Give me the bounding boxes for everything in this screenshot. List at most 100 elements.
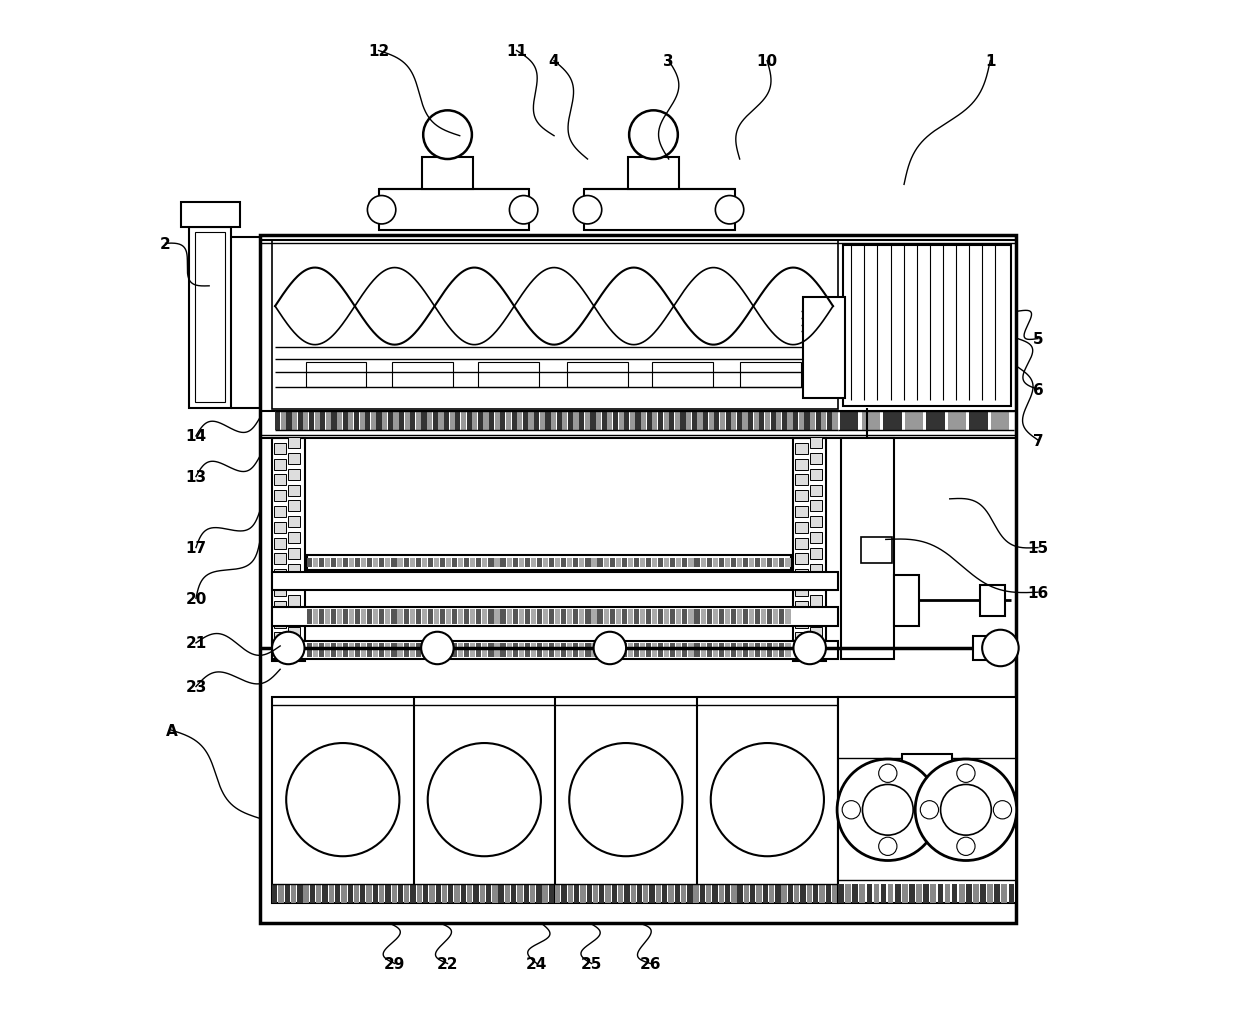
Bar bbox=[260, 235, 1016, 923]
Bar bbox=[440, 609, 445, 624]
Bar bbox=[573, 643, 578, 657]
Bar bbox=[371, 412, 376, 430]
Bar bbox=[781, 884, 787, 903]
Bar bbox=[670, 609, 676, 624]
Bar bbox=[482, 558, 487, 568]
Bar bbox=[807, 884, 812, 903]
Bar bbox=[611, 884, 618, 903]
Bar bbox=[584, 191, 734, 230]
Bar bbox=[810, 501, 822, 512]
Bar bbox=[382, 412, 387, 430]
Circle shape bbox=[510, 197, 538, 225]
Bar bbox=[585, 643, 590, 657]
Bar bbox=[274, 633, 286, 644]
Bar bbox=[755, 558, 760, 568]
Bar bbox=[749, 609, 754, 624]
Bar bbox=[542, 884, 548, 903]
Bar bbox=[901, 754, 952, 820]
Circle shape bbox=[957, 764, 975, 783]
Bar bbox=[770, 412, 776, 430]
Bar bbox=[272, 607, 838, 626]
Bar bbox=[810, 580, 822, 591]
Bar bbox=[775, 884, 780, 903]
Bar bbox=[433, 412, 438, 430]
Bar bbox=[386, 609, 391, 624]
Bar bbox=[719, 643, 724, 657]
Bar bbox=[627, 558, 632, 568]
Bar bbox=[926, 412, 945, 430]
Bar bbox=[361, 558, 366, 568]
Bar bbox=[298, 412, 303, 430]
Bar bbox=[388, 412, 393, 430]
Bar bbox=[585, 609, 590, 624]
Circle shape bbox=[941, 785, 991, 836]
Bar bbox=[272, 240, 838, 410]
Bar bbox=[694, 643, 699, 657]
Bar bbox=[291, 884, 296, 903]
Bar bbox=[640, 643, 645, 657]
Bar bbox=[440, 558, 445, 568]
Bar bbox=[549, 643, 554, 657]
Bar bbox=[285, 884, 290, 903]
Bar bbox=[444, 412, 449, 430]
Bar bbox=[730, 643, 737, 657]
Bar bbox=[616, 609, 621, 624]
Bar bbox=[448, 884, 454, 903]
Bar bbox=[556, 609, 560, 624]
Bar bbox=[480, 884, 485, 903]
Circle shape bbox=[715, 197, 744, 225]
Bar bbox=[343, 643, 348, 657]
Bar bbox=[517, 412, 522, 430]
Bar bbox=[549, 558, 554, 568]
Circle shape bbox=[573, 197, 601, 225]
Bar bbox=[188, 228, 232, 409]
Bar bbox=[428, 643, 433, 657]
Bar bbox=[688, 609, 693, 624]
Bar bbox=[761, 609, 766, 624]
Bar bbox=[748, 412, 753, 430]
Bar bbox=[713, 643, 718, 657]
Bar bbox=[489, 609, 494, 624]
Bar bbox=[274, 585, 286, 596]
Bar bbox=[980, 586, 1006, 615]
Bar bbox=[557, 412, 562, 430]
Bar bbox=[446, 609, 451, 624]
Bar bbox=[779, 643, 785, 657]
Bar bbox=[952, 884, 957, 903]
Bar bbox=[342, 412, 348, 430]
Bar bbox=[580, 884, 585, 903]
Bar bbox=[658, 643, 663, 657]
Bar bbox=[994, 884, 999, 903]
Bar bbox=[796, 633, 807, 644]
Bar bbox=[750, 884, 755, 903]
Bar bbox=[616, 558, 621, 568]
Bar bbox=[392, 558, 397, 568]
Bar bbox=[367, 643, 372, 657]
Bar bbox=[663, 412, 668, 430]
Bar bbox=[713, 609, 718, 624]
Bar bbox=[596, 412, 601, 430]
Bar bbox=[694, 558, 699, 568]
Bar bbox=[195, 232, 226, 404]
Bar bbox=[434, 558, 439, 568]
Bar bbox=[567, 558, 573, 568]
Bar bbox=[676, 643, 682, 657]
Bar bbox=[796, 506, 807, 518]
Bar bbox=[768, 643, 773, 657]
Bar bbox=[810, 412, 815, 430]
Bar bbox=[320, 412, 325, 430]
Bar bbox=[312, 558, 317, 568]
Bar bbox=[973, 884, 978, 903]
Bar bbox=[274, 538, 286, 549]
Bar bbox=[574, 884, 579, 903]
Bar bbox=[707, 643, 712, 657]
Bar bbox=[796, 648, 807, 659]
Bar bbox=[536, 884, 542, 903]
Bar bbox=[365, 412, 371, 430]
Bar bbox=[455, 412, 460, 430]
Bar bbox=[841, 438, 894, 659]
Bar bbox=[537, 558, 542, 568]
Bar bbox=[427, 412, 433, 430]
Text: 7: 7 bbox=[1033, 433, 1043, 448]
Bar bbox=[525, 609, 529, 624]
